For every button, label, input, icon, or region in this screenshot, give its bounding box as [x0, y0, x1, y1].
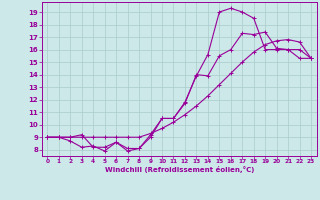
- X-axis label: Windchill (Refroidissement éolien,°C): Windchill (Refroidissement éolien,°C): [105, 166, 254, 173]
